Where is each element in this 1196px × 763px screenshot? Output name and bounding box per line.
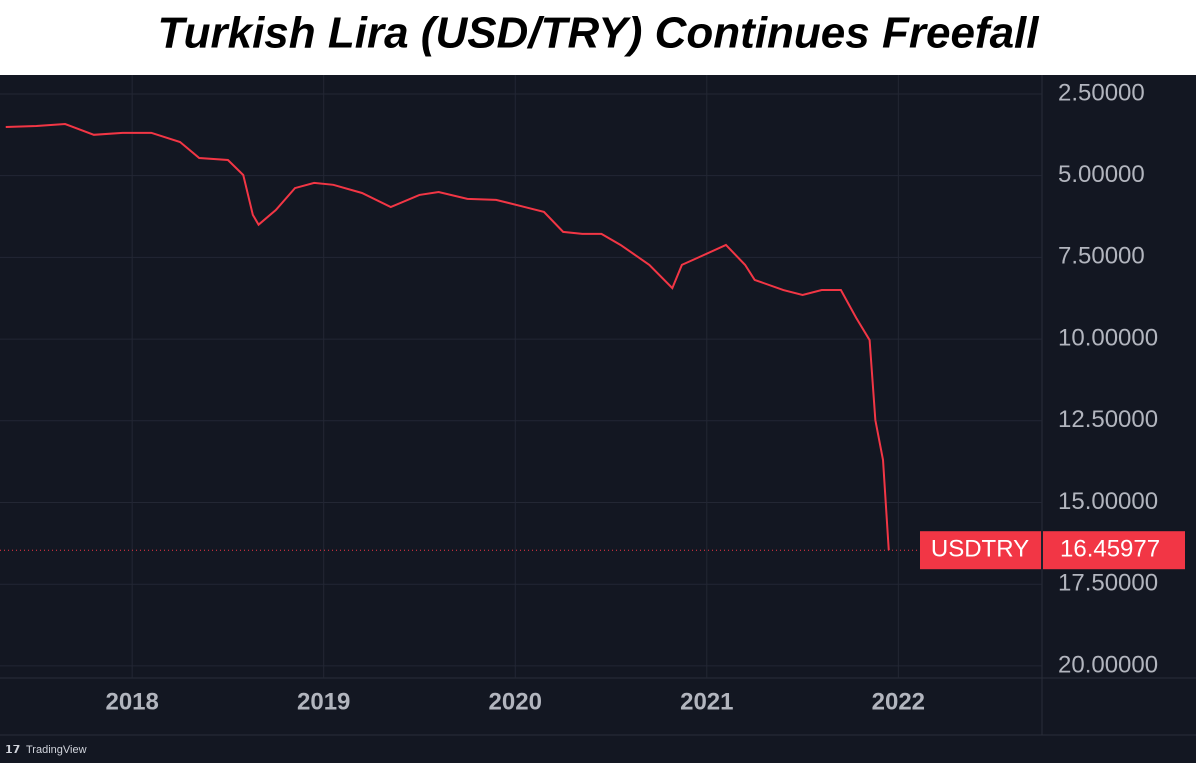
y-tick-label: 5.00000 [1058, 161, 1145, 188]
x-tick-label: 2019 [297, 688, 350, 715]
chart-title: Turkish Lira (USD/TRY) Continues Freefal… [158, 9, 1040, 58]
chart-bg [0, 75, 1196, 763]
y-tick-label: 20.00000 [1058, 651, 1158, 678]
y-tick-label: 15.00000 [1058, 488, 1158, 515]
x-tick-label: 2018 [105, 688, 158, 715]
last-price-value: 16.45977 [1060, 536, 1160, 563]
title-band [0, 0, 1196, 75]
y-tick-label: 7.50000 [1058, 243, 1145, 270]
logo: 𝟭𝟳 [5, 744, 20, 756]
credit: TradingView [26, 744, 87, 756]
last-price-tag [920, 531, 1041, 570]
y-tick-label: 17.50000 [1058, 570, 1158, 597]
last-price-tag [1043, 531, 1185, 570]
price-line [5, 123, 890, 551]
y-tick-label: 12.50000 [1058, 406, 1158, 433]
x-tick-label: 2021 [680, 688, 733, 715]
last-price-name: USDTRY [931, 536, 1029, 563]
y-tick-label: 10.00000 [1058, 324, 1158, 351]
y-tick-label: 2.50000 [1058, 79, 1145, 106]
x-tick-label: 2022 [872, 688, 925, 715]
x-tick-label: 2020 [489, 688, 542, 715]
